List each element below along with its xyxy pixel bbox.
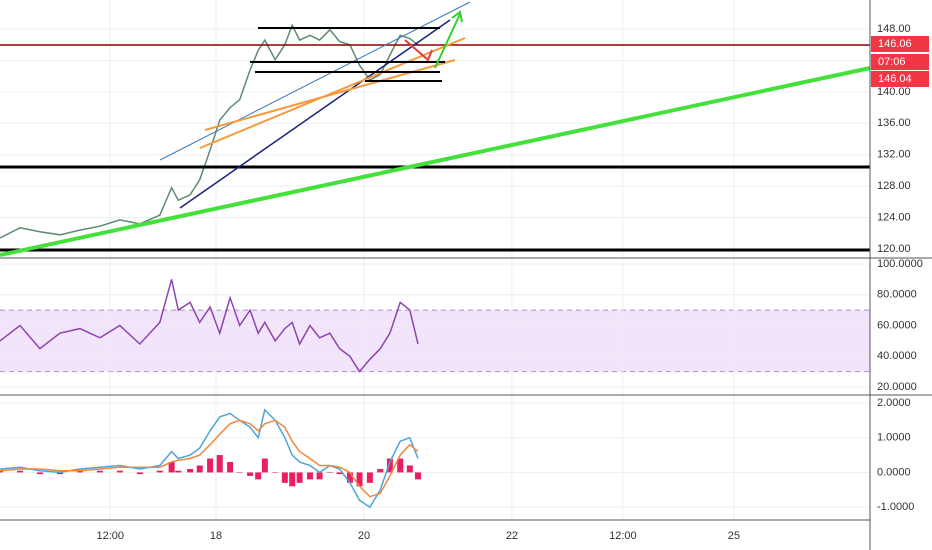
y-tick-label: 80.0000 — [877, 289, 917, 301]
histogram-bar — [356, 472, 363, 487]
histogram-bar — [346, 472, 353, 483]
y-tick-label: -1.0000 — [877, 501, 914, 513]
price-tag — [871, 71, 929, 87]
histogram-bar — [175, 470, 182, 473]
histogram-bar — [187, 468, 194, 473]
histogram-bar — [247, 472, 254, 476]
histogram-bar — [0, 470, 3, 473]
time-tag-label: 07:06 — [878, 56, 906, 68]
y-tick-label: 0.0000 — [877, 466, 911, 478]
histogram-bar — [406, 465, 413, 473]
x-tick-label: 12:00 — [609, 530, 637, 542]
histogram-bar — [255, 472, 262, 480]
time-tag — [871, 54, 929, 70]
price-tag — [871, 36, 929, 52]
histogram-bar — [96, 470, 103, 473]
histogram-bar — [366, 472, 373, 483]
histogram-bar — [306, 472, 313, 480]
histogram-bar — [236, 472, 243, 473]
rsi-band — [0, 310, 870, 372]
x-tick-label: 22 — [506, 530, 518, 542]
fib-line — [199, 37, 466, 149]
x-tick-label: 12:00 — [96, 530, 124, 542]
y-tick-label: 40.0000 — [877, 350, 917, 362]
histogram-bar — [36, 472, 43, 475]
histogram-bar — [281, 472, 288, 483]
histogram-bar — [168, 462, 175, 473]
y-tick-label: 20.0000 — [877, 381, 917, 393]
x-tick-label: 18 — [210, 530, 222, 542]
histogram-bar — [16, 470, 23, 473]
histogram-bar — [227, 462, 234, 473]
histogram-bar — [316, 472, 323, 480]
data-layer: 120.00124.00128.00132.00136.00140.00144.… — [0, 0, 923, 542]
histogram-bar — [116, 470, 123, 473]
histogram-bar — [326, 472, 333, 473]
series-line — [0, 23, 419, 239]
histogram-bar — [76, 470, 83, 473]
series-line — [0, 408, 419, 509]
arrow — [404, 39, 433, 62]
y-tick-label: 120.00 — [877, 243, 911, 255]
series-line — [0, 279, 419, 373]
histogram-bar — [56, 472, 63, 475]
histogram-bar — [261, 458, 268, 473]
series-line — [0, 419, 419, 498]
y-tick-label: 132.00 — [877, 149, 911, 161]
histogram-bar — [196, 465, 203, 473]
y-tick-label: 140.00 — [877, 86, 911, 98]
histogram-bar — [207, 458, 214, 473]
arrow — [434, 13, 461, 69]
y-tick-label: 60.0000 — [877, 319, 917, 331]
x-tick-label: 25 — [728, 530, 740, 542]
y-tick-label: 128.00 — [877, 180, 911, 192]
histogram-bar — [336, 472, 343, 475]
y-tick-label: 100.0000 — [877, 258, 923, 270]
histogram-bar — [272, 472, 279, 473]
arrow-head — [451, 10, 463, 23]
trend-line — [0, 66, 871, 257]
price-tag-label: 146.06 — [878, 38, 912, 50]
histogram-bar — [386, 458, 393, 473]
histogram-bar — [289, 472, 296, 487]
histogram-bar — [216, 455, 223, 473]
histogram-bar — [414, 472, 421, 480]
histogram-bar — [136, 472, 143, 475]
histogram-bar — [397, 458, 404, 473]
channel-line — [179, 19, 451, 209]
histogram-bar — [377, 468, 384, 473]
y-tick-label: 1.0000 — [877, 432, 911, 444]
y-tick-label: 124.00 — [877, 211, 911, 223]
y-tick-label: 136.00 — [877, 117, 911, 129]
histogram-bar — [156, 470, 163, 473]
price-tag-label: 146.04 — [878, 73, 912, 85]
y-tick-label: 148.00 — [877, 23, 911, 35]
y-tick-label: 2.0000 — [877, 397, 911, 409]
x-tick-label: 20 — [358, 530, 370, 542]
histogram-bar — [296, 472, 303, 483]
